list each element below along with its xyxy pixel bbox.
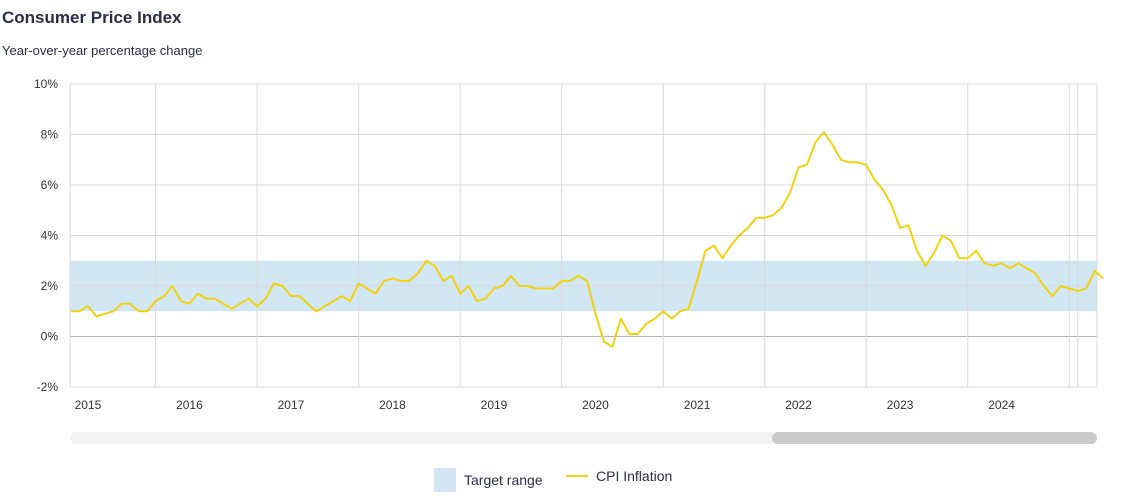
x-tick-label: 2022 bbox=[785, 398, 812, 412]
legend-item-target-range[interactable]: Target range bbox=[434, 468, 543, 492]
cpi-line-chart: -2% 0% 2% 4% 6% 8% 10% 2015 2016 2017 2018 2019 202… bbox=[34, 77, 1104, 412]
chart-scrollbar-thumb[interactable] bbox=[772, 432, 1097, 444]
y-tick-label: 8% bbox=[41, 128, 59, 142]
series-line-cpi-inflation bbox=[71, 131, 1104, 348]
grid-layer bbox=[69, 83, 1098, 388]
chart-legend: Target range CPI Inflation bbox=[0, 468, 1140, 494]
legend-label-target-range: Target range bbox=[464, 472, 543, 488]
y-tick-label: 2% bbox=[41, 279, 59, 293]
y-tick-label: -2% bbox=[37, 380, 59, 394]
x-tick-label: 2021 bbox=[684, 398, 711, 412]
x-tick-label: 2020 bbox=[582, 398, 609, 412]
chart-title: Consumer Price Index bbox=[2, 8, 182, 27]
x-tick-label: 2017 bbox=[278, 398, 305, 412]
y-tick-label: 10% bbox=[34, 77, 58, 91]
y-tick-label: 4% bbox=[41, 229, 59, 243]
x-tick-label: 2018 bbox=[379, 398, 406, 412]
x-tick-label: 2015 bbox=[75, 398, 102, 412]
x-tick-label: 2019 bbox=[481, 398, 508, 412]
x-tick-label: 2016 bbox=[176, 398, 203, 412]
chart-subtitle: Year-over-year percentage change bbox=[2, 43, 203, 58]
target-range-swatch bbox=[434, 468, 456, 492]
y-axis-ticks: -2% 0% 2% 4% 6% 8% 10% bbox=[34, 77, 58, 394]
y-tick-label: 0% bbox=[41, 330, 59, 344]
y-tick-label: 6% bbox=[41, 178, 59, 192]
series-layer bbox=[71, 131, 1104, 348]
legend-label-cpi-inflation: CPI Inflation bbox=[596, 468, 673, 484]
x-tick-label: 2023 bbox=[887, 398, 914, 412]
cpi-inflation-swatch bbox=[566, 475, 588, 477]
x-axis-ticks: 2015 2016 2017 2018 2019 2020 2021 2022 2023 2024 bbox=[75, 398, 1016, 412]
legend-item-cpi-inflation[interactable]: CPI Inflation bbox=[566, 468, 672, 484]
x-tick-label: 2024 bbox=[988, 398, 1015, 412]
